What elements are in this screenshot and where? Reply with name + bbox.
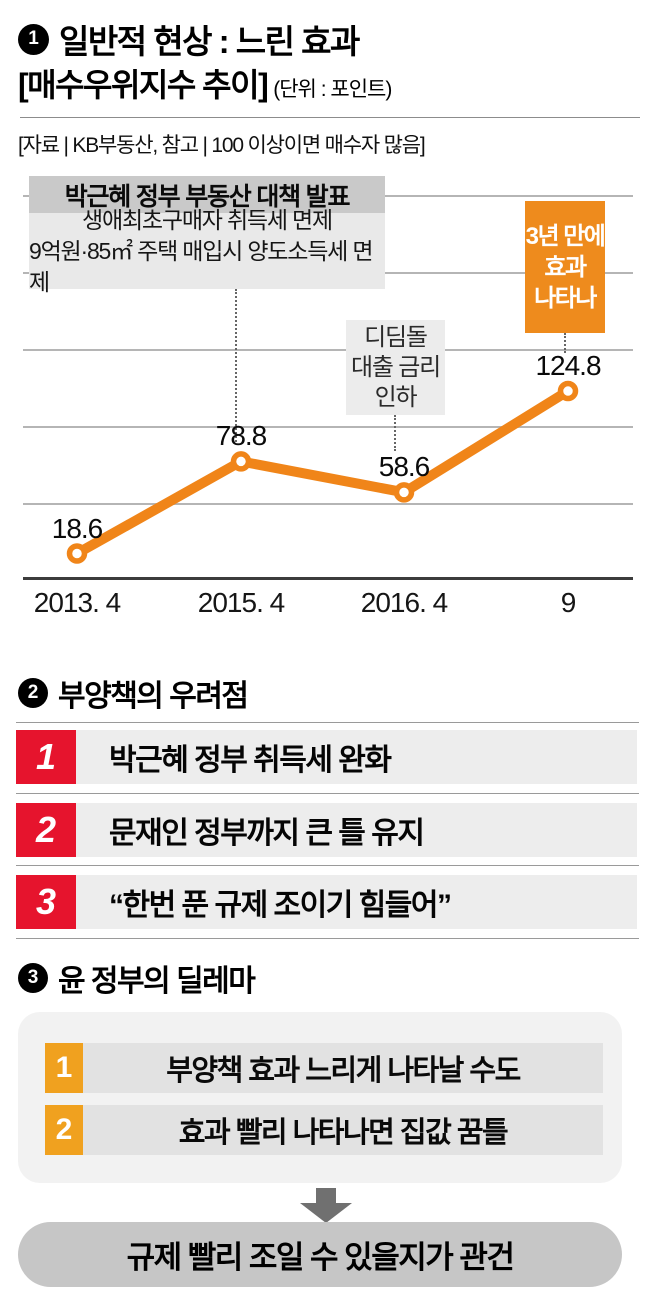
- chart-unit: (단위 : 포인트): [273, 78, 392, 101]
- concern-item-1: 1 박근혜 정부 취득세 완화: [16, 730, 637, 784]
- annotation-policy-box: 박근혜 정부 부동산 대책 발표 생애최초구매자 취득세 면제 9억원·85㎡ …: [29, 176, 385, 295]
- data-point-marker: [230, 451, 252, 472]
- chart-source: [자료 | KB부동산, 참고 | 100 이상이면 매수자 많음]: [18, 134, 426, 157]
- section3-title-row: 3 윤 정부의 딜레마: [18, 956, 256, 1000]
- section2-title-row: 2 부양책의 우려점: [18, 671, 249, 715]
- x-axis-label: 2015. 4: [197, 587, 285, 618]
- concern-item-2: 2 문재인 정부까지 큰 틀 유지: [16, 803, 637, 857]
- x-axis-label: 2016. 4: [360, 587, 448, 618]
- conclusion-text: 규제 빨리 조일 수 있을지가 관건: [126, 1240, 515, 1275]
- concern-text-3: “한번 푼 규제 조이기 힘들어”: [109, 889, 452, 922]
- dilemma-number-1: 1: [45, 1043, 83, 1093]
- concern-text-2: 문재인 정부까지 큰 틀 유지: [109, 817, 425, 850]
- x-axis-label: 9: [560, 587, 577, 618]
- annotation-policy-line1: 생애최초구매자 취득세 면제: [82, 206, 333, 233]
- annotation-policy-title: 박근혜 정부 부동산 대책 발표: [29, 176, 385, 213]
- line-chart: 박근혜 정부 부동산 대책 발표 생애최초구매자 취득세 면제 9억원·85㎡ …: [23, 176, 633, 618]
- concern-number-3: 3: [16, 875, 76, 929]
- main-title: 일반적 현상 : 느린 효과: [59, 23, 360, 60]
- dilemma-panel: 1 부양책 효과 느리게 나타날 수도 2 효과 빨리 나타나면 집값 꿈틀: [18, 1012, 622, 1183]
- concern-number-1: 1: [16, 730, 76, 784]
- gridline: [23, 426, 633, 428]
- data-point-marker: [557, 380, 579, 402]
- data-point-marker: [66, 543, 88, 564]
- concern-text-1: 박근혜 정부 취득세 완화: [109, 744, 392, 777]
- section2-title: 부양책의 우려점: [58, 680, 249, 713]
- down-arrow-head-icon: [300, 1203, 352, 1223]
- annotation-didimdol-line3: 인하: [374, 383, 418, 411]
- annotation-didimdol-line2: 대출 금리: [351, 353, 441, 381]
- chart-title-row: [매수우위지수 추이] (단위 : 포인트): [18, 60, 392, 106]
- annotation-didimdol-box: 디딤돌 대출 금리 인하: [346, 320, 445, 415]
- dilemma-number-2: 2: [45, 1105, 83, 1155]
- annotation-policy-connector: [235, 289, 237, 442]
- conclusion-pill: 규제 빨리 조일 수 있을지가 관건: [18, 1222, 622, 1287]
- dilemma-item-2: 2 효과 빨리 나타나면 집값 꿈틀: [45, 1105, 603, 1155]
- annotation-effect-line2: 효과: [544, 253, 587, 281]
- annotation-effect-line3: 나타나: [534, 284, 597, 312]
- annotation-effect-box: 3년 만에 효과 나타나: [525, 201, 606, 333]
- data-point-value-label: 58.6: [378, 451, 430, 483]
- data-point-value-label: 18.6: [51, 512, 103, 544]
- annotation-policy-line2: 9억원·85㎡ 주택 매입시 양도소득세 면제: [29, 237, 373, 295]
- annotation-didimdol-line1: 디딤돌: [364, 323, 428, 351]
- concern-item-3: 3 “한번 푼 규제 조이기 힘들어”: [16, 875, 637, 929]
- x-axis-line: [23, 577, 633, 580]
- separator: [16, 938, 639, 939]
- separator: [16, 793, 639, 794]
- dilemma-text-1: 부양책 효과 느리게 나타날 수도: [83, 1043, 603, 1093]
- data-point-value-label: 78.8: [215, 420, 267, 452]
- annotation-policy-body: 생애최초구매자 취득세 면제 9억원·85㎡ 주택 매입시 양도소득세 면제: [29, 207, 385, 295]
- main-title-row: 1 일반적 현상 : 느린 효과: [18, 15, 360, 63]
- separator: [16, 722, 639, 723]
- separator: [16, 865, 639, 866]
- annotation-effect-line1: 3년 만에: [525, 222, 606, 250]
- chart-title: [매수우위지수 추이]: [18, 67, 269, 103]
- dilemma-text-2: 효과 빨리 나타나면 집값 꿈틀: [83, 1105, 603, 1155]
- bullet-2-icon: 2: [18, 678, 48, 708]
- annotation-didimdol-connector: [394, 415, 396, 451]
- header-divider: [20, 117, 640, 118]
- bullet-1-icon: 1: [18, 23, 49, 55]
- gridline: [23, 349, 633, 351]
- annotation-effect-connector: [564, 333, 566, 353]
- gridline: [23, 503, 633, 505]
- data-point-marker: [393, 482, 415, 503]
- data-point-value-label: 124.8: [535, 350, 601, 382]
- section3-title: 윤 정부의 딜레마: [58, 965, 256, 998]
- down-arrow-icon: [316, 1188, 336, 1204]
- dilemma-item-1: 1 부양책 효과 느리게 나타날 수도: [45, 1043, 603, 1093]
- x-axis-label: 2013. 4: [33, 587, 121, 618]
- bullet-3-icon: 3: [18, 963, 48, 993]
- concern-number-2: 2: [16, 803, 76, 857]
